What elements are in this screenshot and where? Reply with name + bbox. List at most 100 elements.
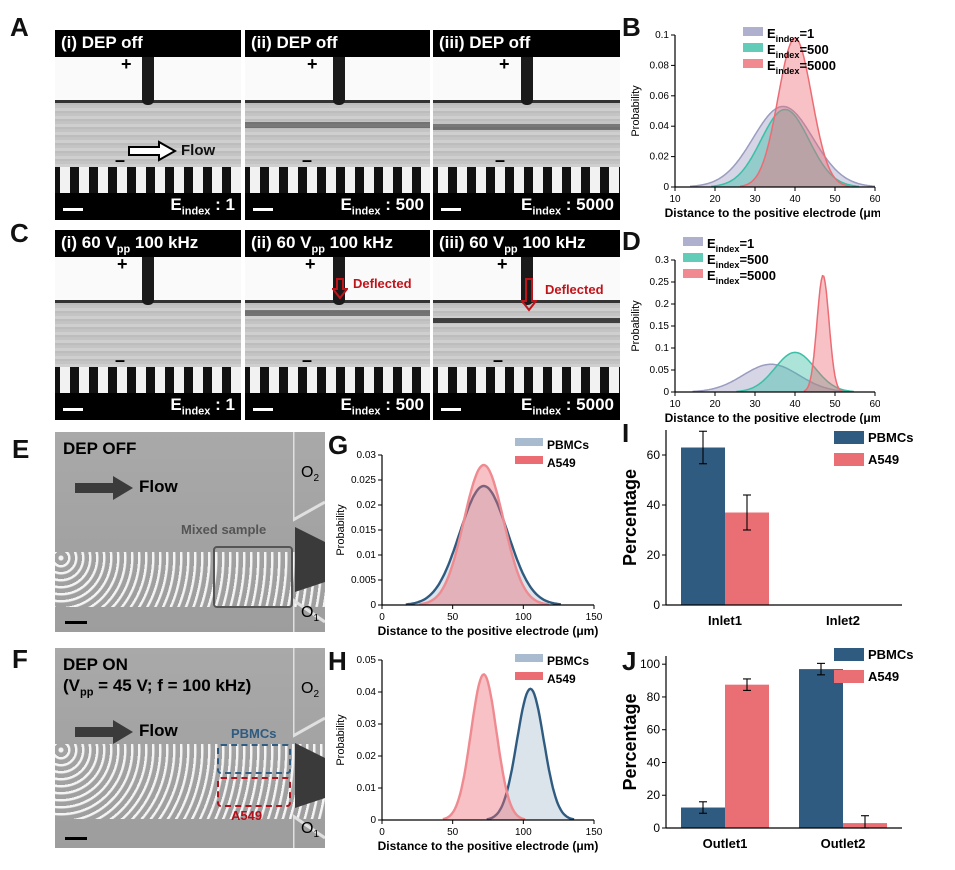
negative-electrode-array	[245, 367, 430, 393]
positive-electrode	[142, 57, 154, 105]
panel-label-e: E	[12, 434, 30, 464]
legend-swatch-3	[743, 59, 763, 68]
x-tick-label: 20	[709, 194, 721, 205]
panel-label-c: C	[10, 218, 29, 248]
y-tick-label: 0.15	[650, 321, 670, 332]
scale-bar	[65, 837, 87, 840]
x-axis-label: Distance to the positive electrode (μm)	[378, 839, 599, 853]
title-bar	[245, 30, 430, 57]
legend-swatch-1	[515, 438, 543, 446]
legend-swatch-1	[834, 648, 864, 661]
outlet-o2-label: O2	[301, 464, 320, 485]
positive-electrode	[142, 257, 154, 305]
x-tick-label: 10	[669, 399, 681, 410]
legend-swatch-2	[515, 672, 543, 680]
series-line-1	[692, 363, 849, 393]
e-index-label: Eindex : 5000	[520, 394, 614, 417]
y-tick-label: 0.2	[655, 299, 669, 310]
y-tick-label: 0	[653, 598, 660, 612]
footer-bar	[433, 193, 620, 220]
x-tick-label: 50	[829, 194, 841, 205]
e-index-label: Eindex : 5000	[520, 194, 614, 217]
positive-electrode	[333, 57, 345, 105]
series-area-1	[692, 364, 849, 392]
plus-sign: +	[499, 54, 510, 74]
legend-label-2: A549	[868, 452, 899, 467]
legend-label-2: Eindex=500	[707, 252, 769, 270]
y-axis-label: Probability	[335, 504, 347, 556]
plus-sign: +	[121, 54, 132, 74]
y-tick-label: 0.02	[357, 500, 377, 511]
y-tick-label: 0.1	[655, 343, 669, 354]
bar-a549-outlet1	[725, 684, 769, 828]
chart-g-distribution: 0 50 100 150 0 0.005 0.01 0.015 0.02 0.025 0.03 Dis…	[335, 438, 603, 638]
negative-electrode-array	[245, 167, 430, 193]
y-tick-label: 0.25	[650, 277, 670, 288]
flow-label: Flow	[139, 721, 178, 740]
x-tick-label: 100	[515, 612, 532, 623]
e-index-label: Eindex : 500	[340, 194, 424, 217]
panel-label-h: H	[328, 646, 347, 676]
cell-band	[245, 310, 430, 316]
y-tick-label: 0	[370, 600, 376, 611]
legend-swatch-3	[683, 269, 703, 278]
y-tick-label: 0.02	[357, 751, 377, 762]
legend-swatch-2	[515, 456, 543, 464]
legend-label-1: PBMCs	[547, 438, 589, 452]
deflected-label: Deflected	[545, 282, 604, 297]
channel-outlet-edges	[293, 432, 325, 632]
x-tick-label: 150	[586, 827, 603, 838]
deflection-arrow-icon	[521, 278, 537, 312]
legend-swatch-1	[743, 27, 763, 36]
deflected-label: Deflected	[353, 276, 412, 291]
micrograph-a-ii: (ii) DEP off + – Eindex : 500	[245, 30, 430, 220]
flow-arrow-icon	[75, 476, 133, 500]
micrograph-c-i: (i) 60 Vpp 100 kHz + – Eindex : 1	[55, 230, 241, 420]
legend-label-2: A549	[547, 672, 576, 686]
cell-band	[433, 124, 620, 130]
y-tick-label: 0	[663, 182, 669, 193]
title-bar	[433, 230, 620, 257]
panel-label-f: F	[12, 644, 28, 674]
series-area-2	[711, 109, 859, 187]
y-tick-label: 0.04	[357, 687, 377, 698]
mixed-sample-box	[213, 546, 293, 608]
y-tick-label: 0.015	[351, 525, 376, 536]
negative-electrode-array	[55, 167, 241, 193]
micrograph-c-iii: (iii) 60 Vpp 100 kHz + – Deflected Einde…	[433, 230, 620, 420]
deflection-arrow-icon	[332, 278, 348, 300]
photo-title: DEP OFF	[63, 439, 137, 458]
x-tick-label: 60	[869, 399, 880, 410]
pbmcs-box	[217, 744, 291, 774]
micrograph-c-ii: (ii) 60 Vpp 100 kHz + – Deflected Eindex…	[245, 230, 430, 420]
x-tick-label: 10	[669, 194, 681, 205]
y-tick-label: 0.025	[351, 475, 376, 486]
series-line-1	[486, 687, 575, 821]
y-tick-label: 0.02	[650, 152, 670, 163]
negative-electrode-array	[55, 367, 241, 393]
flow-arrow-icon	[128, 140, 177, 162]
bar-pbmcs-outlet2	[799, 669, 843, 828]
negative-electrode-array	[433, 367, 620, 393]
footer-bar	[433, 393, 620, 420]
plus-sign: +	[305, 254, 316, 274]
x-tick-label: 100	[515, 827, 532, 838]
scale-bar	[441, 408, 461, 411]
legend-swatch-1	[834, 431, 864, 444]
y-tick-label: 0.05	[357, 655, 377, 666]
e-index-label: Eindex : 1	[170, 394, 235, 417]
x-tick-label: 30	[749, 194, 761, 205]
scale-bar	[253, 208, 273, 211]
positive-electrode	[521, 57, 533, 105]
chart-d-distribution: 10 20 30 40 50 60 0 0.05 0.1 0.15 0.2 0.25 0.3 Distan…	[630, 236, 880, 424]
micrograph-title: (ii) DEP off	[251, 33, 338, 52]
y-tick-label: 20	[647, 788, 661, 802]
panel-label-d: D	[622, 226, 641, 256]
legend-swatch-2	[834, 670, 864, 683]
micrograph-title: (iii) 60 Vpp 100 kHz	[439, 233, 586, 256]
panel-label-b: B	[622, 12, 641, 42]
chart-i-bars: Inlet1 Inlet2 0 20 40 60 Percentage PBMCs A549	[622, 430, 914, 628]
y-axis-label: Percentage	[622, 469, 640, 566]
legend-swatch-2	[683, 253, 703, 262]
y-tick-label: 0.3	[655, 255, 669, 266]
